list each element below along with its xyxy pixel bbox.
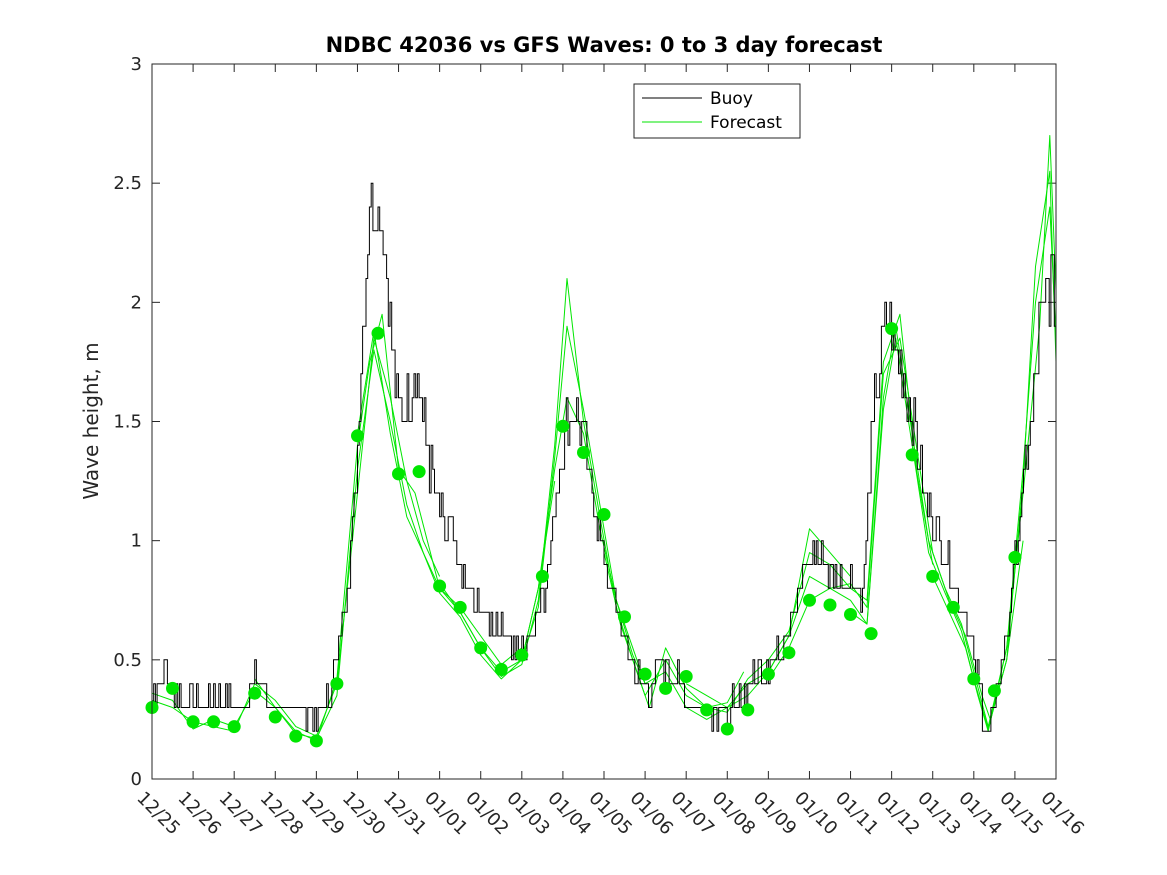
x-tick-label: 01/15 [995,788,1047,840]
forecast-marker-point [905,448,919,462]
x-tick-label: 12/31 [379,788,431,840]
forecast-marker-point [926,569,940,583]
forecast-marker-point [659,681,673,695]
x-tick-label: 12/27 [215,788,267,840]
y-tick-label: 1.5 [113,412,142,433]
forecast-marker-point [351,429,364,443]
legend: Buoy Forecast [633,83,801,139]
forecast-marker-point [289,729,303,743]
forecast-marker-point [803,593,816,607]
forecast-marker-point [741,703,755,717]
y-tick-label: 3 [131,54,142,75]
y-axis-ticks: 0 0.5 1 1.5 2 2.5 3 [113,54,1056,790]
forecast-marker-point [556,419,570,433]
x-tick-label: 12/29 [297,788,349,840]
forecast-marker-point [494,662,508,676]
x-tick-label: 01/09 [749,788,801,840]
x-tick-label: 01/11 [831,788,883,840]
forecast-marker-point [166,681,179,695]
forecast-marker-point [248,686,262,700]
x-tick-label: 01/01 [420,788,472,840]
forecast-marker-point [1008,550,1022,564]
forecast-marker-point [309,734,323,748]
x-tick-label: 01/05 [584,788,636,840]
x-tick-label: 01/03 [502,788,554,840]
forecast-marker-point [330,677,344,691]
legend-box [633,83,801,139]
y-tick-label: 0 [131,769,142,790]
forecast-marker-point [844,608,857,621]
forecast-marker-point [864,627,878,641]
forecast-marker-point [761,667,775,681]
x-tick-label: 01/06 [626,788,678,840]
x-tick-label: 12/25 [132,788,184,840]
forecast-marker-point [782,646,796,660]
forecast-marker-point [967,672,981,686]
forecast-marker-point [207,715,221,729]
forecast-marker-point [515,648,529,662]
y-tick-label: 2 [131,292,142,313]
forecast-marker-point [535,569,549,583]
forecast-marker-point [987,684,1001,698]
plot-area [152,64,1056,779]
forecast-marker-point [577,446,590,459]
y-tick-label: 1 [131,531,142,552]
x-tick-label: 01/12 [872,788,924,840]
x-tick-label: 01/13 [913,788,965,840]
forecast-marker-point [268,710,282,724]
forecast-marker-point [618,610,631,624]
forecast-marker-point [453,600,467,614]
forecast-marker-point [946,600,960,614]
x-tick-label: 01/04 [543,788,595,840]
x-tick-label: 12/26 [174,788,226,840]
forecast-marker-point [474,641,488,655]
forecast-marker-point [412,465,426,479]
x-tick-label: 01/02 [461,788,513,840]
y-axis-label: Wave height, m [79,342,103,499]
forecast-marker-point [679,670,693,683]
forecast-marker-point [597,508,611,521]
forecast-markers [145,322,1022,748]
legend-forecast-label: Forecast [710,113,782,133]
x-tick-label: 12/30 [338,788,390,840]
buoy-line [152,182,1057,732]
forecast-marker-point [392,467,405,481]
forecast-run-line [850,170,1057,730]
x-tick-label: 01/08 [708,788,760,840]
y-tick-label: 2.5 [113,173,142,194]
forecast-marker-point [371,326,385,340]
chart-title: NDBC 42036 vs GFS Waves: 0 to 3 day fore… [326,33,883,57]
forecast-run-line [685,337,1024,720]
x-tick-label: 01/07 [667,788,719,840]
forecast-marker-point [700,703,714,717]
forecast-marker-point [720,722,734,736]
plot-frame [151,63,1057,780]
x-tick-label: 01/10 [790,788,842,840]
forecast-marker-point [227,720,241,734]
forecast-marker-point [638,667,652,681]
x-tick-label: 01/14 [954,788,1006,840]
x-tick-label: 12/28 [256,788,308,840]
forecast-marker-point [885,322,899,336]
forecast-marker-point [186,715,200,729]
x-tick-label: 01/16 [1036,788,1088,840]
forecast-marker-point [433,579,447,593]
legend-buoy-label: Buoy [710,89,753,109]
forecast-marker-point [823,598,837,612]
y-tick-label: 0.5 [113,650,142,671]
